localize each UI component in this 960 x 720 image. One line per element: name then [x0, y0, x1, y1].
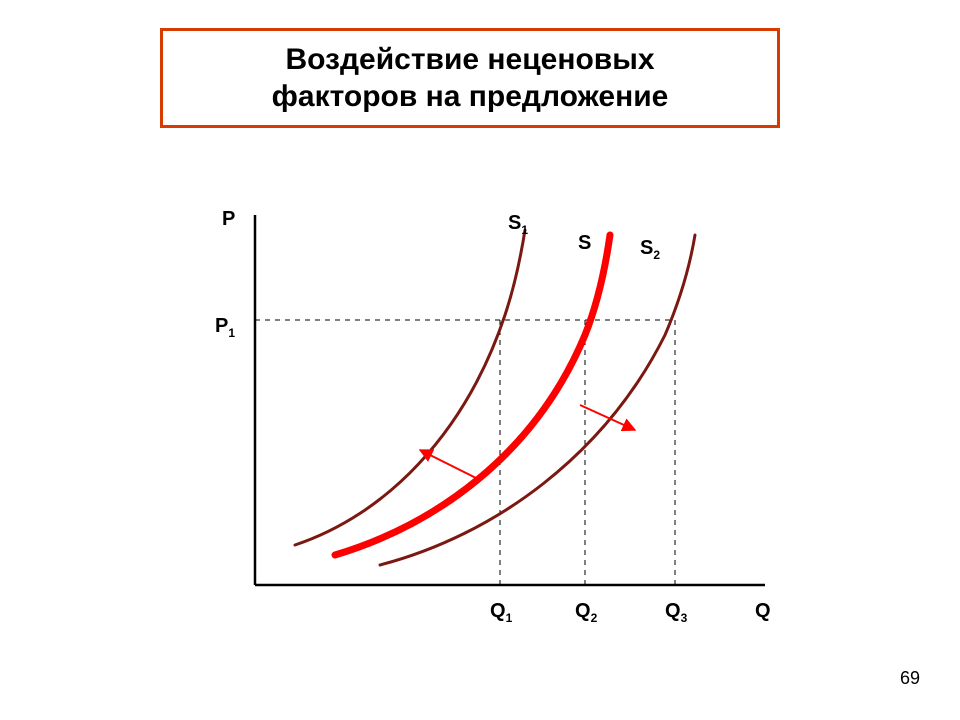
curve-S1: [295, 230, 525, 545]
curve-S: [335, 235, 610, 555]
shift-arrow-right: [580, 405, 635, 430]
axis-label-Q: Q: [755, 600, 771, 623]
title-line2: факторов на предложение: [272, 80, 669, 113]
axis-label-Q2: Q2: [575, 600, 597, 625]
curve-label-S: S: [578, 232, 591, 255]
page-number: 69: [900, 668, 920, 689]
axis-label-P: P: [222, 208, 235, 231]
curve-label-S2: S2: [640, 237, 660, 262]
shift-arrow-left: [420, 450, 480, 480]
axis-label-P1: P1: [215, 315, 235, 340]
curve-label-S1: S1: [508, 212, 528, 237]
title-box: Воздействие неценовых факторов на предло…: [160, 28, 780, 128]
axis-label-Q3: Q3: [665, 600, 687, 625]
axis-label-Q1: Q1: [490, 600, 512, 625]
title-line1: Воздействие неценовых: [285, 43, 654, 76]
supply-chart: [205, 205, 785, 625]
